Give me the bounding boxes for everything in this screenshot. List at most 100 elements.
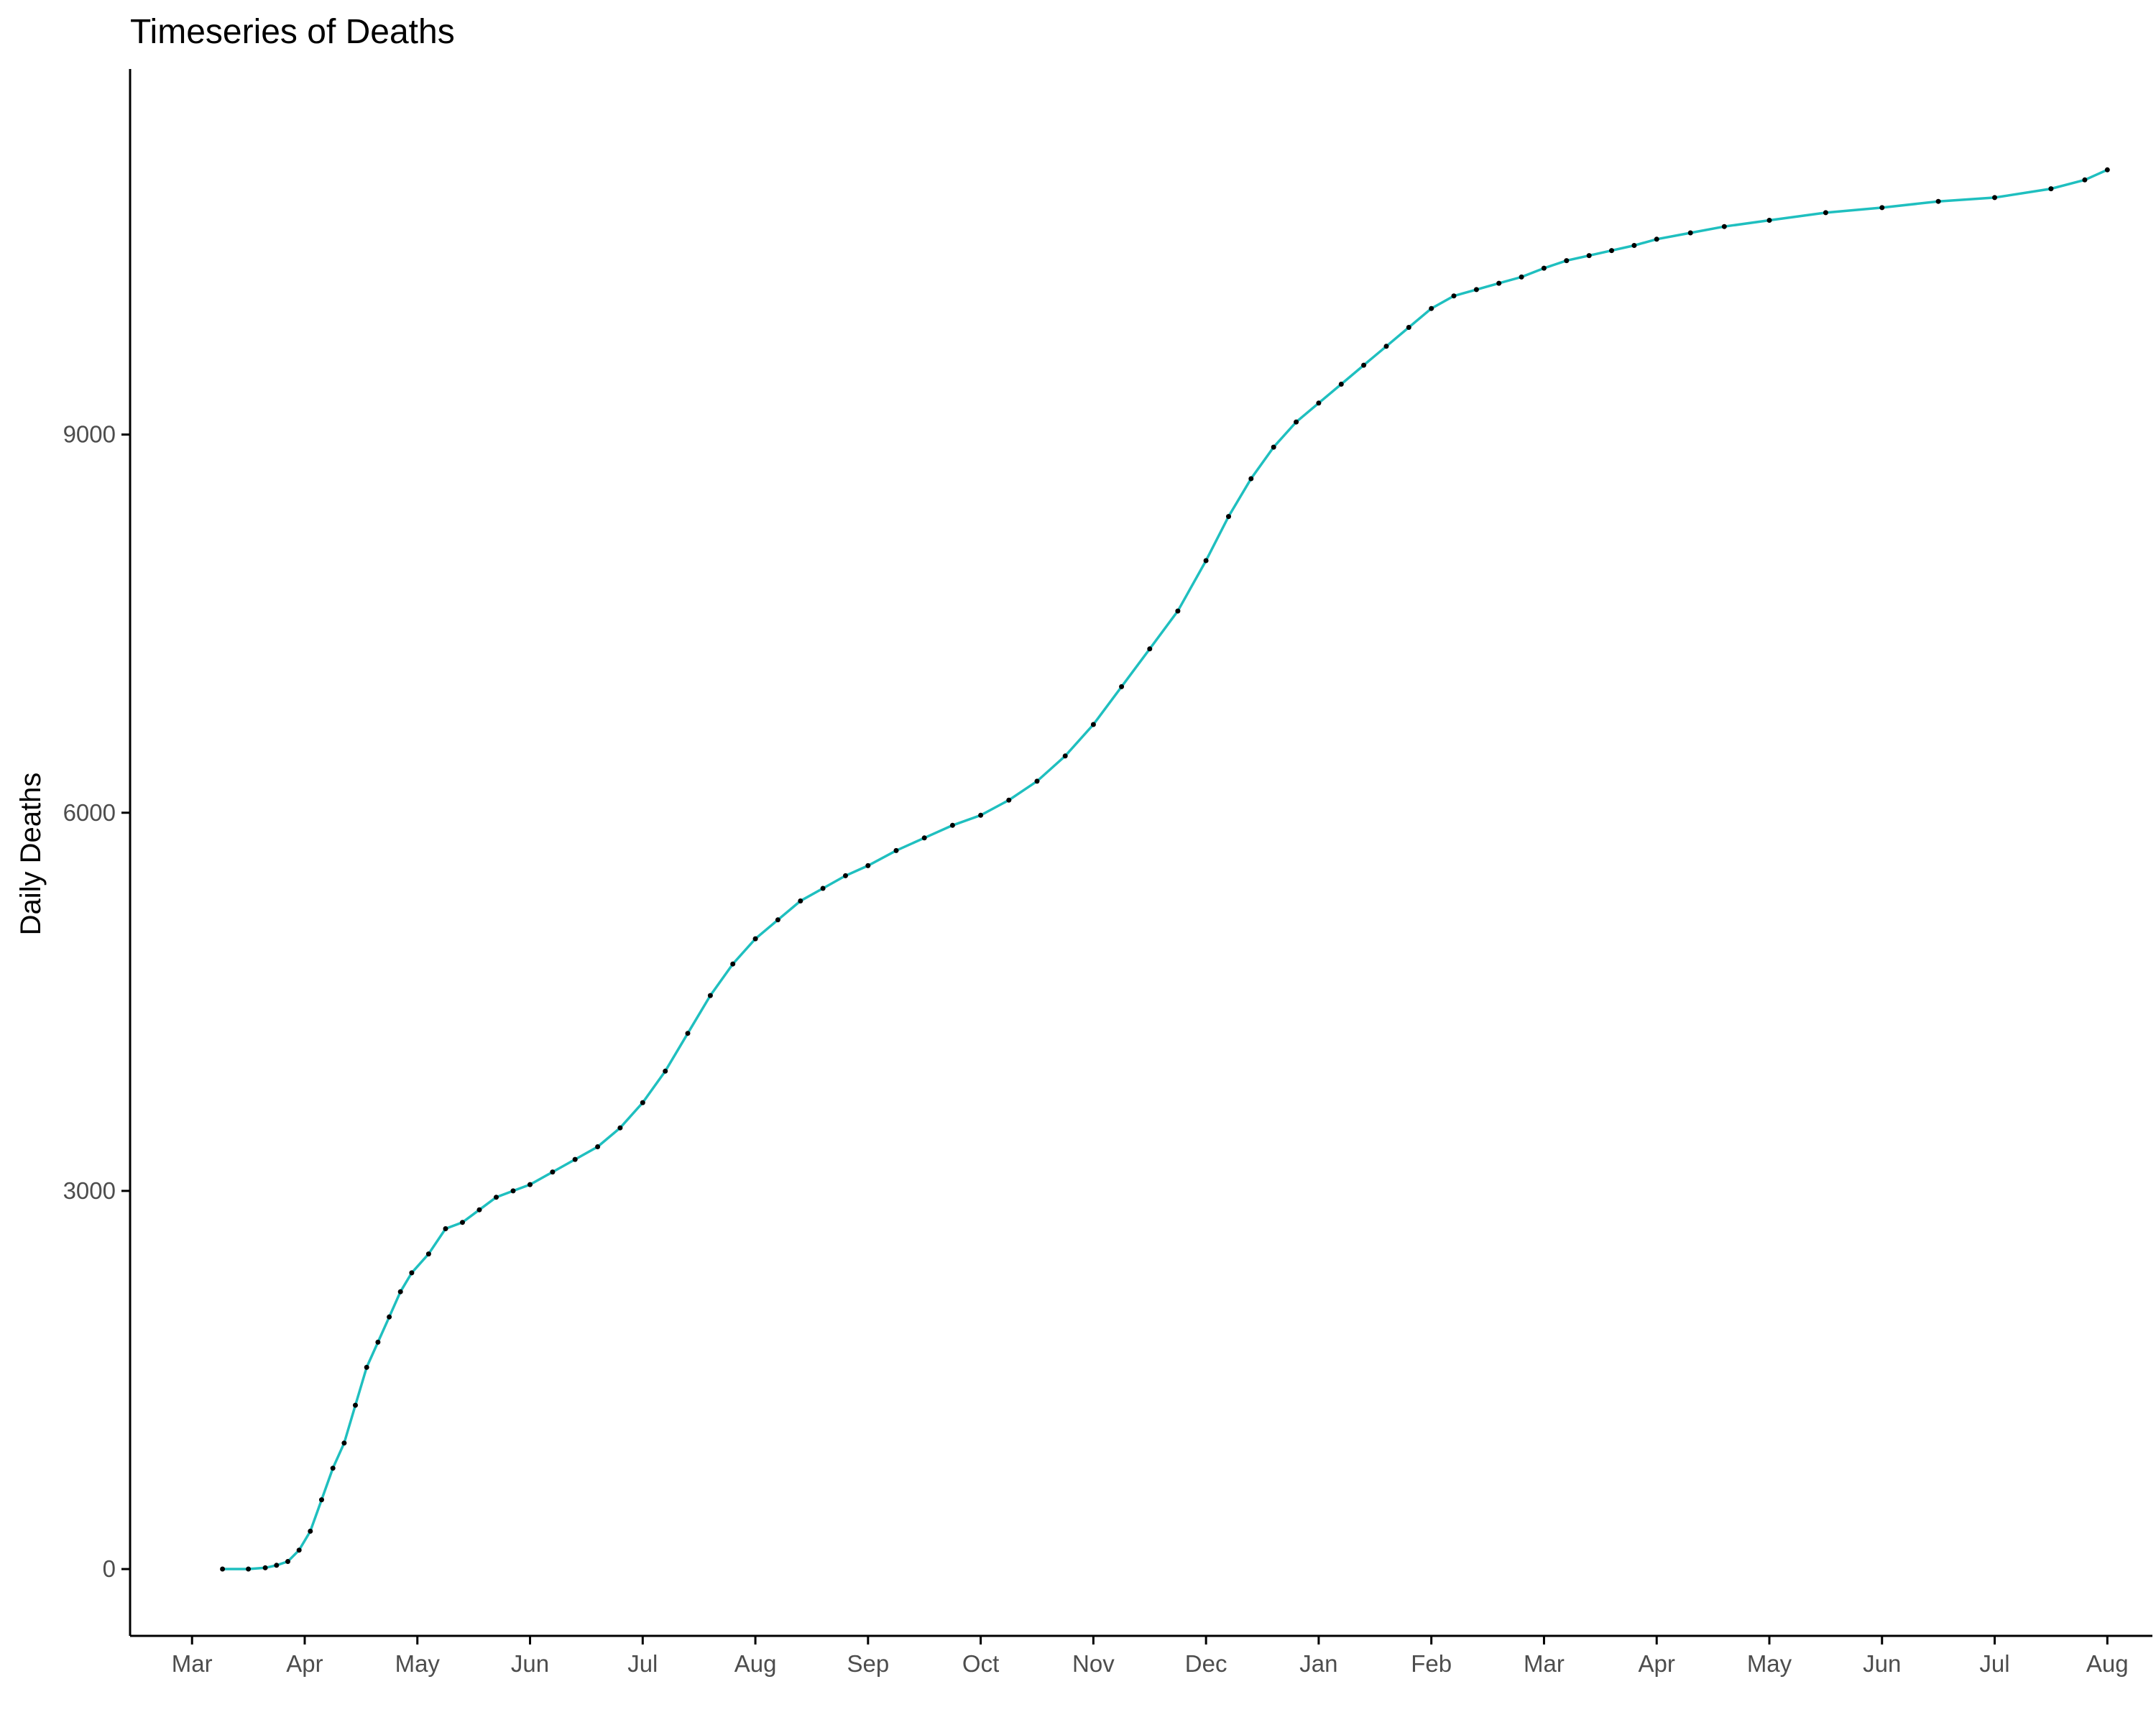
y-tick-label: 6000	[63, 799, 116, 826]
series-point	[1451, 293, 1457, 299]
series-point	[1687, 230, 1693, 236]
series-point	[330, 1466, 336, 1471]
series-point	[1541, 265, 1547, 271]
series-point	[460, 1220, 465, 1225]
series-point	[319, 1497, 324, 1503]
y-tick-label: 9000	[63, 421, 116, 448]
series-point	[730, 961, 736, 967]
series-point	[820, 886, 826, 891]
series-point	[476, 1207, 482, 1213]
series-point	[1147, 646, 1153, 652]
series-points	[220, 167, 2110, 1572]
series-point	[798, 898, 803, 903]
x-tick-label: May	[1747, 1650, 1792, 1677]
series-point	[1496, 280, 1502, 286]
series-point	[425, 1251, 431, 1257]
series-point	[1473, 287, 1479, 293]
series-point	[1631, 243, 1637, 248]
series-point	[617, 1125, 623, 1131]
series-point	[1034, 778, 1040, 784]
series-point	[752, 936, 758, 942]
series-point	[2048, 186, 2054, 192]
series-line	[222, 168, 2109, 1570]
y-axis-label: Daily Deaths	[15, 773, 47, 936]
series-point	[1062, 753, 1068, 759]
series-point	[1609, 248, 1614, 254]
series-point	[387, 1314, 392, 1320]
series-point	[1823, 210, 1828, 216]
series-point	[1090, 722, 1096, 727]
series-point	[443, 1226, 448, 1231]
series-point	[1006, 797, 1012, 803]
series-point	[341, 1440, 347, 1446]
series-point	[1564, 258, 1570, 264]
x-tick-label: Jun	[511, 1650, 549, 1677]
series-point	[220, 1566, 226, 1572]
x-tick-label: Dec	[1185, 1650, 1227, 1677]
series-point	[921, 835, 927, 841]
series-point	[2104, 167, 2110, 172]
x-tick-label: Oct	[962, 1650, 999, 1677]
series-point	[550, 1169, 556, 1175]
series-point	[1203, 558, 1209, 564]
series-point	[375, 1339, 381, 1345]
series-point	[640, 1100, 645, 1105]
x-tick-label: Jul	[627, 1650, 658, 1677]
series-point	[1992, 195, 1997, 201]
x-tick-label: Feb	[1411, 1650, 1452, 1677]
series-point	[1406, 325, 1411, 330]
series-point	[1721, 224, 1727, 229]
x-tick-label: Mar	[172, 1650, 213, 1677]
series-point	[528, 1182, 533, 1187]
x-tick-label: Sep	[847, 1650, 889, 1677]
series-point	[353, 1402, 358, 1408]
y-tick-label: 0	[103, 1555, 116, 1582]
x-tick-label: May	[395, 1650, 441, 1677]
series-point	[494, 1195, 499, 1200]
series-point	[1429, 305, 1434, 311]
series-point	[843, 873, 848, 878]
series-point	[246, 1566, 252, 1572]
series-point	[1879, 205, 1885, 211]
series-point	[274, 1563, 280, 1568]
x-tick-label: Jul	[1979, 1650, 2009, 1677]
series-point	[1175, 608, 1181, 614]
series-point	[1519, 274, 1524, 280]
series-point	[707, 993, 713, 998]
series-point	[865, 862, 871, 868]
x-tick-label: Mar	[1524, 1650, 1565, 1677]
series-point	[949, 822, 955, 828]
series-point	[595, 1144, 601, 1149]
series-point	[1226, 514, 1231, 520]
series-point	[685, 1031, 691, 1036]
x-tick-label: Aug	[2086, 1650, 2129, 1677]
x-tick-label: Apr	[286, 1650, 323, 1677]
y-tick-label: 3000	[63, 1177, 116, 1204]
series-point	[775, 917, 780, 923]
y-ticks: 0 3000 6000 9000	[63, 421, 130, 1582]
series-point	[1119, 684, 1125, 689]
series-point	[1654, 236, 1659, 242]
series-point	[978, 812, 984, 818]
series-point	[1248, 476, 1254, 482]
series-point	[663, 1068, 668, 1074]
x-tick-label: Jun	[1863, 1650, 1901, 1677]
x-tick-label: Aug	[734, 1650, 777, 1677]
series-point	[893, 847, 899, 853]
chart-title: Timeseries of Deaths	[130, 13, 455, 51]
series-point	[1361, 362, 1367, 368]
series-point	[1271, 444, 1276, 450]
series-point	[1316, 400, 1322, 406]
series-point	[510, 1188, 516, 1194]
x-tick-label: Apr	[1639, 1650, 1675, 1677]
series-point	[1586, 253, 1592, 259]
series-point	[1766, 218, 1772, 223]
series-point	[397, 1289, 403, 1294]
series-point	[1935, 198, 1941, 204]
series-point	[308, 1528, 313, 1534]
series-point	[285, 1559, 290, 1564]
series-point	[409, 1270, 415, 1276]
series-point	[1338, 382, 1344, 387]
series-point	[572, 1156, 578, 1162]
